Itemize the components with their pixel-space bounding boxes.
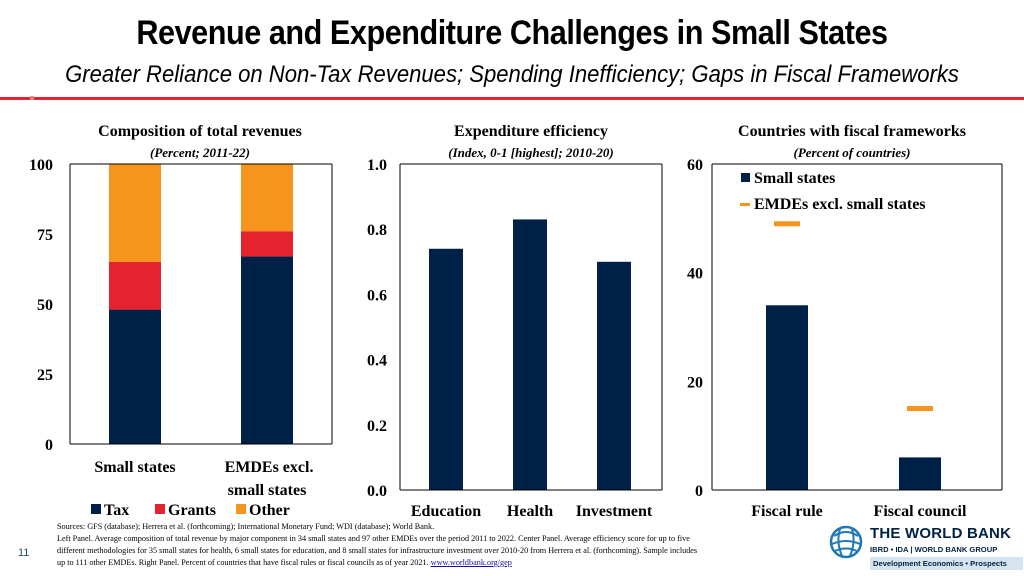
efficiency-chart-subtitle: (Index, 0-1 [highest]; 2010-20)	[448, 145, 613, 160]
revenue-category-label: Small states	[94, 459, 175, 476]
efficiency-bars	[429, 219, 631, 491]
y-tick-label: 50	[37, 297, 53, 314]
legend-label: Grants	[168, 502, 216, 519]
efficiency-category-label: Health	[507, 503, 553, 520]
y-tick-label: 60	[687, 157, 703, 174]
bar-grants	[109, 262, 161, 310]
legend-label: EMDEs excl. small states	[754, 196, 926, 213]
sources-line: different methodologies for 35 small sta…	[57, 546, 698, 555]
frameworks-chart: Countries with fiscal frameworks (Percen…	[687, 123, 1003, 520]
y-tick-label: 100	[29, 157, 53, 174]
bar-efficiency	[597, 261, 631, 490]
title-divider	[0, 97, 1024, 100]
efficiency-y-ticks: 0.0 0.2 0.4 0.6 0.8 1.0	[367, 157, 387, 500]
frameworks-chart-title: Countries with fiscal frameworks	[738, 123, 966, 140]
bar-small-states	[766, 305, 808, 490]
page-subtitle: Greater Reliance on Non-Tax Revenues; Sp…	[65, 61, 959, 88]
bar-tax	[241, 256, 293, 444]
revenue-y-ticks: 0 25 50 75 100	[29, 157, 53, 454]
legend-label: Tax	[104, 502, 129, 519]
revenue-chart-subtitle: (Percent; 2011-22)	[150, 145, 250, 160]
frameworks-legend: Small states EMDEs excl. small states	[740, 170, 926, 213]
gep-link[interactable]: www.worldbank.org/gep	[430, 558, 512, 567]
y-tick-label: 0	[695, 483, 703, 500]
y-tick-label: 0.0	[367, 483, 387, 500]
y-tick-label: 40	[687, 266, 703, 283]
frameworks-category-label: Fiscal rule	[751, 503, 823, 520]
revenue-chart-title: Composition of total revenues	[98, 123, 302, 140]
efficiency-category-label: Investment	[576, 503, 653, 520]
revenue-category-label: EMDEs excl.	[225, 459, 314, 476]
y-tick-label: 0.4	[367, 353, 387, 370]
bar-tax	[109, 309, 161, 444]
frameworks-category-label: Fiscal council	[874, 503, 967, 520]
y-tick-label: 0.8	[367, 222, 387, 239]
sources-line: Sources: GFS (database); Herrera et al. …	[57, 522, 435, 531]
legend-swatch-small-states	[741, 173, 750, 182]
marker-emdes	[774, 221, 800, 227]
bar-grants	[241, 231, 293, 257]
logo-subtitle: IBRD • IDA | WORLD BANK GROUP	[870, 545, 998, 554]
efficiency-category-label: Education	[411, 503, 481, 520]
bar-other	[109, 164, 161, 262]
efficiency-chart: Expenditure efficiency (Index, 0-1 [high…	[367, 123, 663, 520]
bar-other	[241, 164, 293, 232]
y-tick-label: 20	[687, 374, 703, 391]
sources-line: up to 111 other EMDEs. Right Panel. Perc…	[57, 557, 817, 569]
y-tick-label: 0.2	[367, 418, 387, 435]
sources-line: Left Panel. Average composition of total…	[57, 534, 690, 543]
legend-swatch-emdes	[740, 203, 750, 206]
y-tick-label: 75	[37, 227, 53, 244]
revenue-bars	[109, 164, 293, 444]
revenue-category-label: small states	[228, 482, 307, 499]
bar-efficiency	[513, 219, 547, 491]
logo-name: THE WORLD BANK	[870, 525, 1012, 542]
sources-text: up to 111 other EMDEs. Right Panel. Perc…	[57, 558, 429, 567]
y-tick-label: 1.0	[367, 157, 387, 174]
legend-swatch-grants	[155, 504, 165, 514]
revenue-legend: Tax Grants Other	[91, 502, 290, 519]
charts-area: Composition of total revenues (Percent; …	[29, 123, 1003, 520]
legend-swatch-other	[236, 504, 246, 514]
bar-efficiency	[429, 248, 463, 490]
legend-label: Other	[249, 502, 290, 519]
logo-footer: Development Economics • Prospects	[870, 557, 1023, 570]
bar-small-states	[899, 457, 941, 490]
legend-swatch-tax	[91, 504, 101, 514]
y-tick-label: 0.6	[367, 287, 387, 304]
efficiency-chart-title: Expenditure efficiency	[454, 123, 608, 140]
marker-emdes	[907, 406, 933, 411]
legend-label: Small states	[754, 170, 835, 187]
sources-note: Sources: GFS (database); Herrera et al. …	[57, 521, 817, 569]
revenue-chart: Composition of total revenues (Percent; …	[29, 123, 333, 519]
frameworks-bars	[766, 221, 941, 490]
divider-accent	[30, 96, 34, 100]
y-tick-label: 0	[45, 437, 53, 454]
y-tick-label: 25	[37, 367, 53, 384]
page-number: 11	[18, 547, 30, 559]
frameworks-chart-subtitle: (Percent of countries)	[794, 145, 911, 160]
page-title: Revenue and Expenditure Challenges in Sm…	[136, 14, 888, 52]
world-bank-logo-icon	[829, 525, 863, 559]
frameworks-y-ticks: 0 20 40 60	[687, 157, 703, 500]
